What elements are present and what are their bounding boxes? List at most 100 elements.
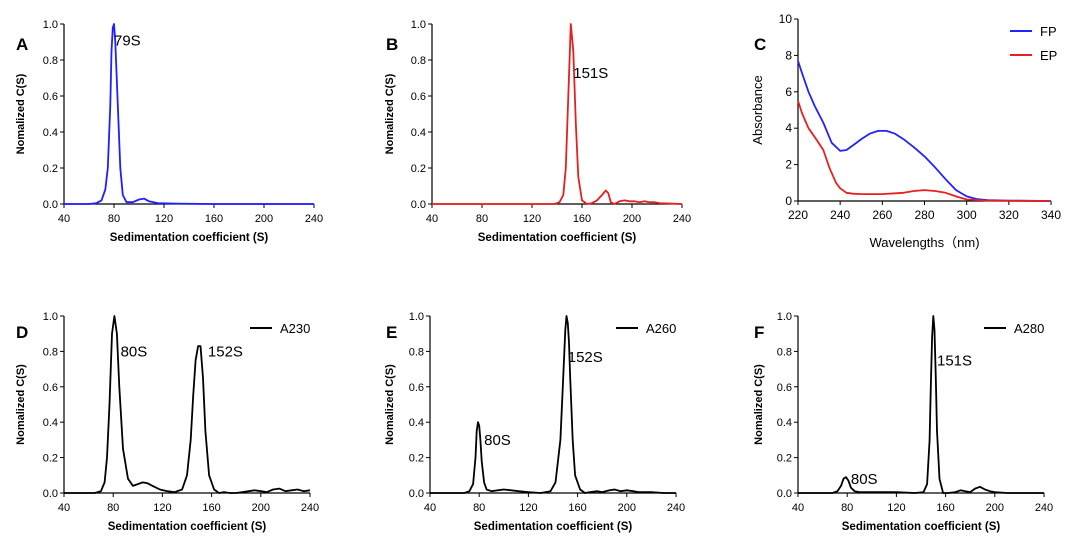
x-tick-label: 200 [252,502,270,514]
legend-label: FP [1040,24,1057,39]
x-tick-label: 300 [957,208,977,222]
peak-label: 79S [114,33,141,50]
peak-label: 152S [208,344,243,361]
y-tick-label: 0.8 [777,346,792,358]
y-tick-label: 0 [785,194,792,208]
y-tick-label: 0.0 [411,199,426,211]
y-tick-label: 0.0 [43,199,58,211]
y-tick-label: 0.8 [411,55,426,67]
x-tick-label: 340 [1041,208,1061,222]
x-tick-label: 160 [202,502,220,514]
panel-d: D 0.0 0.2 0.4 0.6 0.8 1.0 40 80 120 160 200 240 Sedim… [15,311,319,533]
series-line-ep [797,100,1052,202]
series-line-a230 [64,315,311,494]
x-tick-label: 80 [473,502,485,514]
y-tick-label: 0.2 [411,163,426,175]
y-tick-label: 0.6 [43,91,58,103]
y-axis-label: Nomalized C(S) [384,364,396,445]
y-tick-label: 0.4 [43,417,58,429]
x-tick-label: 160 [936,502,954,514]
y-tick-label: 0.8 [43,346,58,358]
x-tick-label: 280 [914,208,934,222]
x-tick-label: 240 [1035,502,1053,514]
x-tick-label: 80 [476,213,488,225]
panel-b: B 0.0 0.2 0.4 0.6 0.8 1.0 40 80 120 160 200 240 Sedim… [384,19,691,244]
y-tick-label: 0.6 [43,382,58,394]
y-tick-label: 6 [785,85,792,99]
panel-a: A 0.0 0.2 0.4 0.6 0.8 1.0 40 80 120 160 200 240 Sedim… [15,19,323,244]
x-tick-label: 120 [887,502,905,514]
x-tick-label: 160 [205,213,223,225]
y-tick-label: 0.6 [411,91,426,103]
y-tick-label: 8 [785,48,792,62]
x-tick-label: 40 [58,502,70,514]
panel-f: F 0.0 0.2 0.4 0.6 0.8 1.0 40 80 120 160 200 240 Sedim… [753,311,1053,533]
legend-label: A280 [1014,321,1044,336]
y-tick-label: 0.8 [43,55,58,67]
x-axis-label: Sedimentation coefficient (S) [110,232,269,244]
peak-label: 80S [851,471,878,488]
panel-letter: E [386,323,397,342]
x-tick-label: 160 [573,213,591,225]
y-tick-label: 0.2 [43,453,58,465]
y-tick-label: 1.0 [409,311,424,323]
y-tick-label: 0.6 [777,382,792,394]
x-tick-label: 120 [155,213,173,225]
x-tick-label: 240 [830,208,850,222]
panel-letter: D [16,323,28,342]
x-tick-label: 160 [568,502,586,514]
peak-label: 152S [568,349,603,366]
y-tick-label: 1.0 [43,19,58,31]
legend-label: EP [1040,48,1057,63]
x-tick-label: 200 [623,213,641,225]
x-axis-label: Sedimentation coefficient (S) [842,521,1001,533]
y-tick-label: 0.2 [777,453,792,465]
series-line-a260 [430,315,676,494]
y-tick-label: 0.2 [409,453,424,465]
y-tick-label: 0.8 [409,346,424,358]
peak-label: 80S [484,432,511,449]
peak-label: 151S [573,65,608,82]
panel-e: E 0.0 0.2 0.4 0.6 0.8 1.0 40 80 120 160 200 240 Sedim… [384,311,685,533]
y-axis-label: Nomalized C(S) [753,364,765,445]
y-tick-label: 0.0 [777,488,792,500]
x-tick-label: 220 [788,208,808,222]
y-axis-label: Nomalized C(S) [15,73,27,154]
peak-label: 151S [937,353,972,370]
x-axis-label: Sedimentation coefficient (S) [108,521,267,533]
y-tick-label: 0.0 [409,488,424,500]
x-axis-label: Sedimentation coefficient (S) [478,232,637,244]
x-tick-label: 240 [667,502,685,514]
y-tick-label: 0.2 [43,163,58,175]
x-tick-label: 320 [999,208,1019,222]
x-tick-label: 200 [618,502,636,514]
x-tick-label: 240 [673,213,691,225]
y-tick-label: 0.4 [777,417,792,429]
y-axis-label: Absorbance [750,75,765,144]
x-tick-label: 40 [58,213,70,225]
y-axis-label: Nomalized C(S) [384,73,396,154]
legend-label: A260 [646,321,676,336]
panel-letter: B [386,35,398,54]
x-tick-label: 40 [792,502,804,514]
x-tick-label: 200 [255,213,273,225]
x-tick-label: 40 [424,502,436,514]
series-line-a280 [798,315,1044,494]
peak-label: 80S [121,344,148,361]
x-tick-label: 240 [305,213,323,225]
y-tick-label: 0.4 [411,127,426,139]
panel-letter: A [16,35,28,54]
x-tick-label: 120 [523,213,541,225]
y-tick-label: 10 [779,12,793,26]
panel-letter: F [754,323,764,342]
x-tick-label: 80 [841,502,853,514]
panel-c: C 0 2 4 6 8 10 220 240 260 280 300 320 340 Wavelengths… [750,12,1061,250]
series-line-0 [432,23,683,205]
panel-letter: C [754,35,766,54]
legend-label: A230 [280,321,310,336]
y-tick-label: 4 [785,121,792,135]
series-line-fp [797,60,1052,202]
y-tick-label: 2 [785,158,792,172]
x-tick-label: 240 [301,502,319,514]
